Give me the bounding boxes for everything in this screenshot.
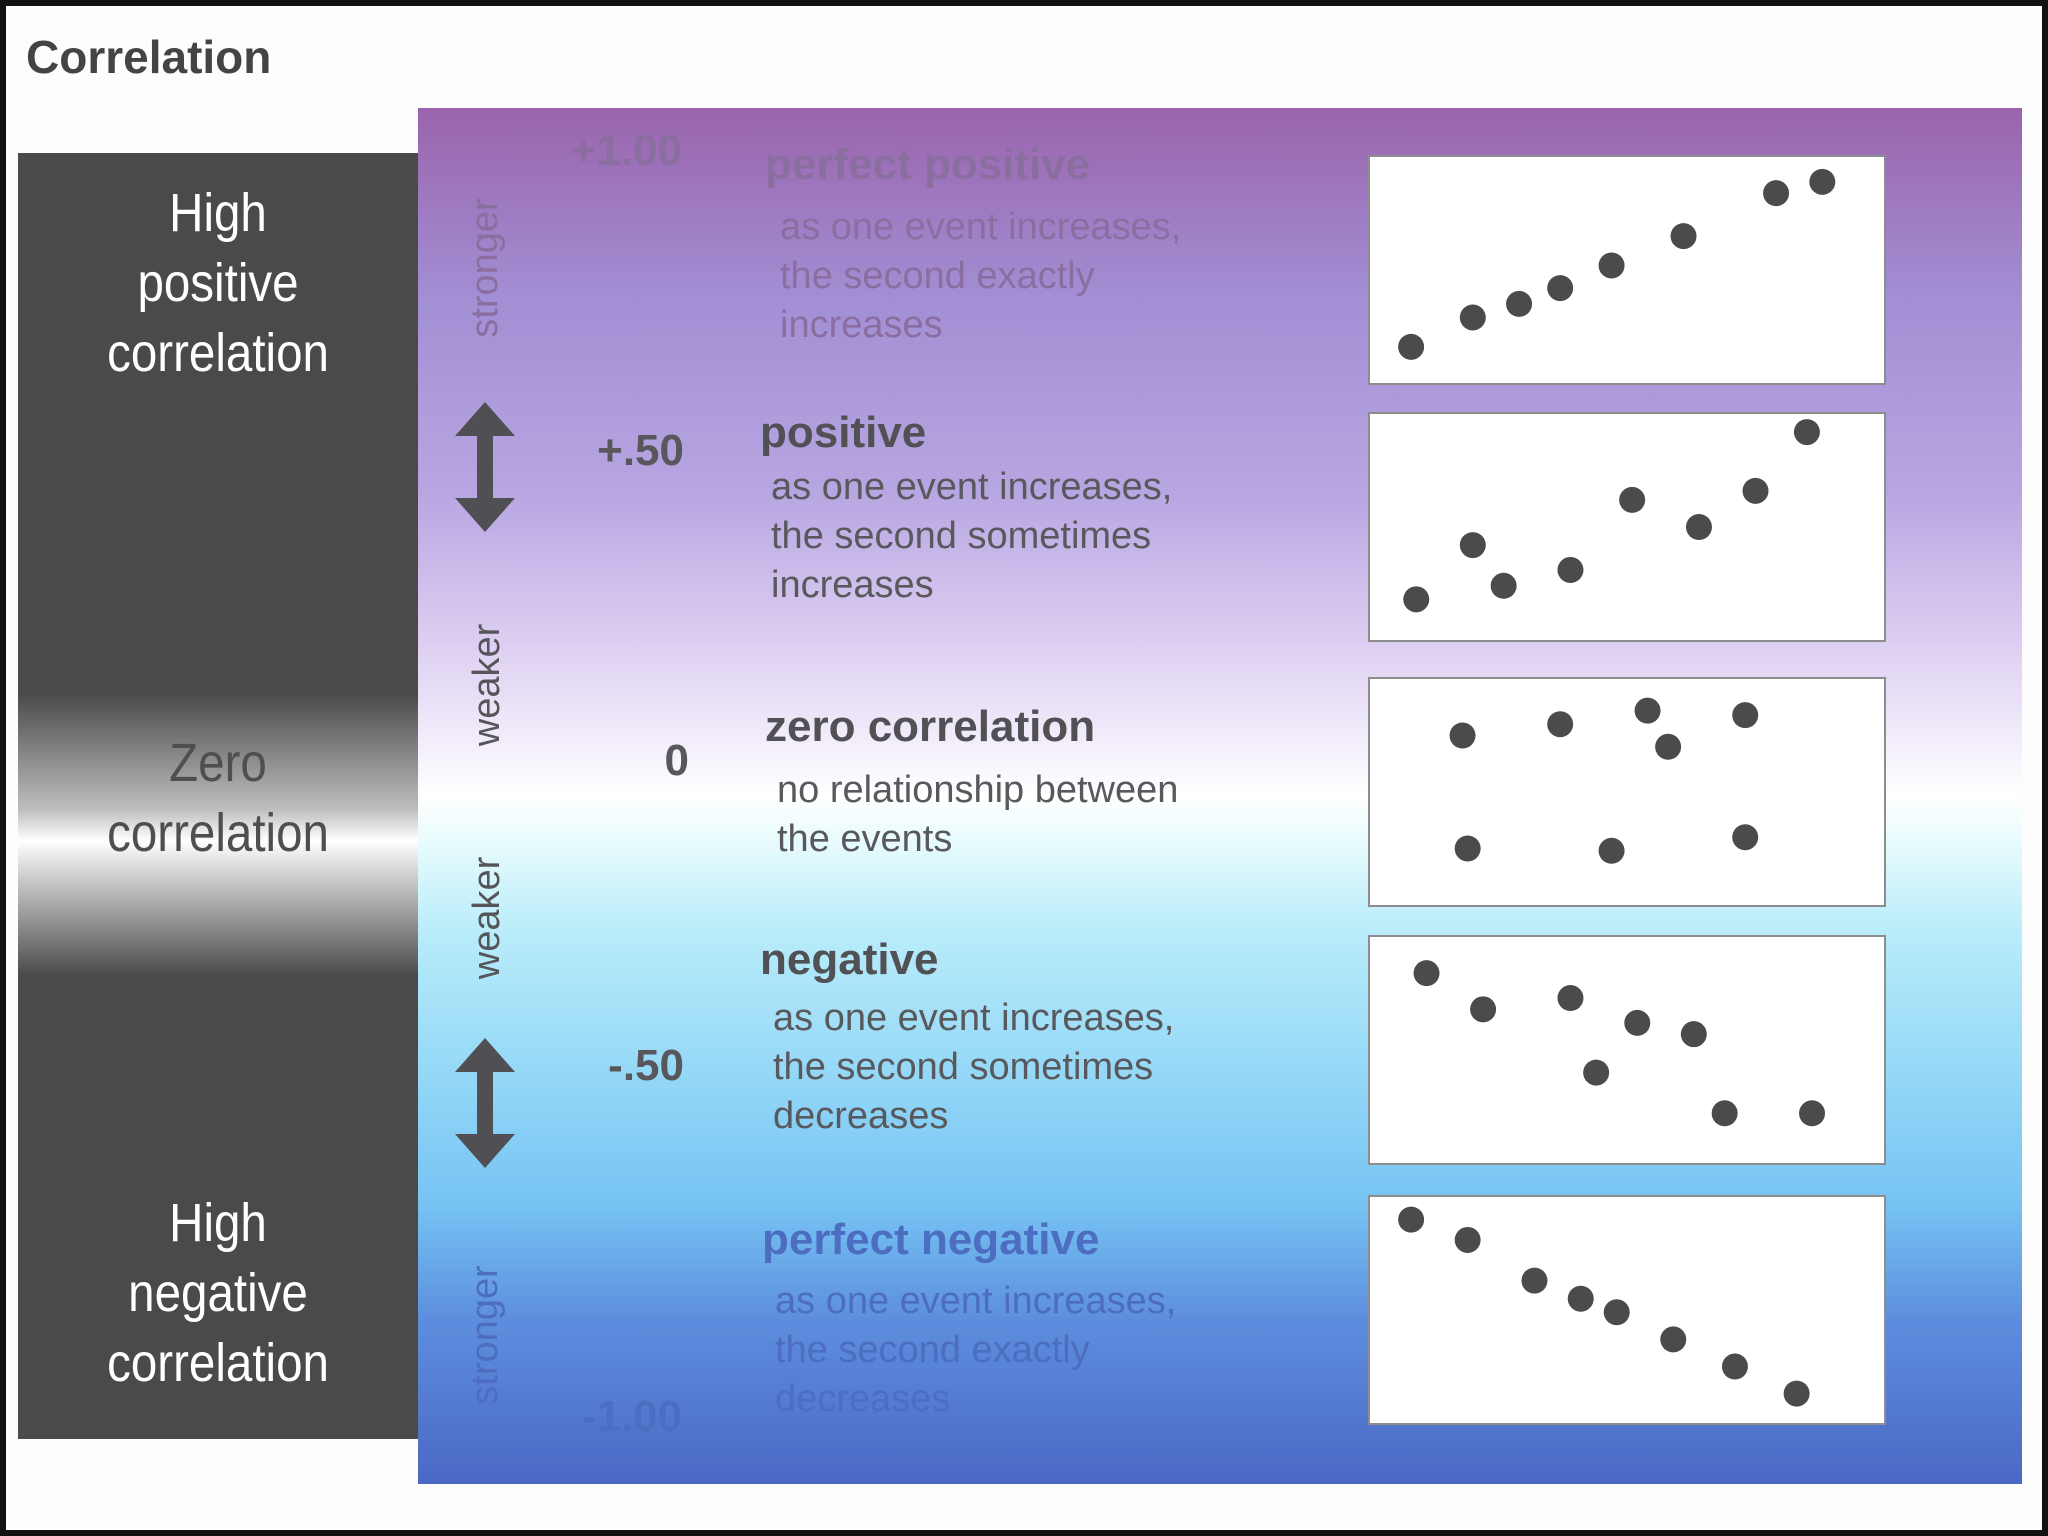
scatter-point [1557,556,1584,583]
scatter-point [1557,985,1584,1012]
scatter-point [1506,290,1533,317]
scatter-point [1454,835,1481,862]
scatter-point [1809,168,1836,195]
scatter-point [1598,252,1625,279]
scatter-plot-zero-correlation [1368,677,1886,907]
high-positive-label: High positive correlation [42,178,394,388]
desc-line: the second exactly [780,255,1095,297]
scatter-point [1567,1285,1594,1312]
scale-zero: 0 [664,736,689,785]
scatter-point [1413,960,1440,987]
scatter-point [1742,477,1769,504]
desc-line: as one event increases, [780,206,1182,248]
scatter-point [1660,1326,1687,1353]
row-desc-perfect-positive: as one event increases, the second exact… [780,203,1181,350]
scatter-point [1449,722,1476,749]
zero-correlation-label: Zero correlation [42,728,394,868]
scatter-point [1470,996,1497,1023]
scatter-point [1619,486,1646,513]
scatter-point [1490,572,1517,599]
scatter-point [1634,697,1661,724]
scatter-svg [1413,960,1826,1127]
scale-plus-half: +.50 [597,426,684,475]
scatter-point [1459,304,1486,331]
scatter-point [1624,1009,1651,1036]
high-negative-line-2: negative [128,1263,308,1323]
zero-line-2: correlation [107,803,329,863]
row-title-perfect-negative: perfect negative [762,1215,1100,1264]
scatter-svg [1449,697,1759,864]
double-headed-arrow-icon [455,402,515,532]
double-headed-arrow-icon [455,1038,515,1168]
high-positive-line-2: positive [137,253,299,313]
row-desc-negative: as one event increases, the second somet… [773,994,1174,1141]
scatter-point [1711,1100,1738,1127]
desc-line: the second sometimes [773,1046,1154,1088]
scatter-point [1603,1299,1630,1326]
high-negative-label: High negative correlation [42,1188,394,1398]
scale-minus-one: -1.00 [581,1392,682,1441]
scatter-point [1721,1353,1748,1380]
desc-line: as one event increases, [771,466,1173,508]
scatter-point [1799,1100,1826,1127]
desc-line: increases [780,304,943,346]
scale-minus-half: -.50 [608,1041,684,1090]
scale-plus-one: +1.00 [570,126,682,175]
left-strength-band: High positive correlation Zero correlati… [18,153,418,1439]
scatter-plot-perfect-positive [1368,155,1886,385]
scatter-point [1732,824,1759,851]
scatter-point [1521,1267,1548,1294]
row-title-negative: negative [760,935,939,984]
scatter-point [1398,1206,1425,1233]
desc-line: decreases [775,1378,951,1420]
scatter-point [1655,733,1682,760]
scatter-point [1459,532,1486,559]
high-negative-line-1: High [169,1193,267,1253]
lower-weaker-label: weaker [466,856,508,980]
scatter-svg [1398,1206,1810,1407]
high-positive-line-1: High [169,183,267,243]
row-desc-zero-correlation: no relationship between the events [777,766,1178,864]
scatter-point [1403,586,1430,613]
row-title-positive: positive [760,408,927,457]
high-positive-line-3: correlation [107,323,329,383]
scatter-point [1547,711,1574,738]
row-desc-perfect-negative: as one event increases, the second exact… [775,1277,1176,1424]
scatter-point [1598,837,1625,864]
scatter-point [1763,180,1790,207]
scatter-point [1783,1380,1810,1407]
desc-line: decreases [773,1095,949,1137]
desc-line: as one event increases, [775,1280,1177,1322]
scatter-point [1398,333,1425,360]
scatter-svg [1403,419,1820,613]
scatter-plot-perfect-negative [1368,1195,1886,1425]
desc-line: no relationship between [777,769,1179,811]
scatter-plot-positive [1368,412,1886,642]
scatter-point [1732,702,1759,729]
scatter-point [1454,1226,1481,1253]
scatter-plot-negative [1368,935,1886,1165]
scatter-point [1670,223,1697,250]
scatter-point [1583,1059,1610,1086]
zero-line-1: Zero [169,733,267,793]
high-negative-line-3: correlation [107,1333,329,1393]
upper-stronger-label: stronger [464,198,506,338]
desc-line: as one event increases, [773,997,1175,1039]
desc-line: the events [777,818,953,860]
row-desc-positive: as one event increases, the second somet… [771,463,1172,610]
page-title: Correlation [26,31,272,83]
desc-line: the second exactly [775,1329,1090,1371]
row-title-zero-correlation: zero correlation [765,702,1096,751]
desc-line: the second sometimes [771,515,1152,557]
scatter-svg [1398,168,1836,360]
scatter-point [1793,419,1820,446]
scatter-point [1547,275,1574,302]
scatter-point [1680,1021,1707,1048]
row-title-perfect-positive: perfect positive [765,140,1091,189]
desc-line: increases [771,564,934,606]
scatter-point [1685,514,1712,540]
